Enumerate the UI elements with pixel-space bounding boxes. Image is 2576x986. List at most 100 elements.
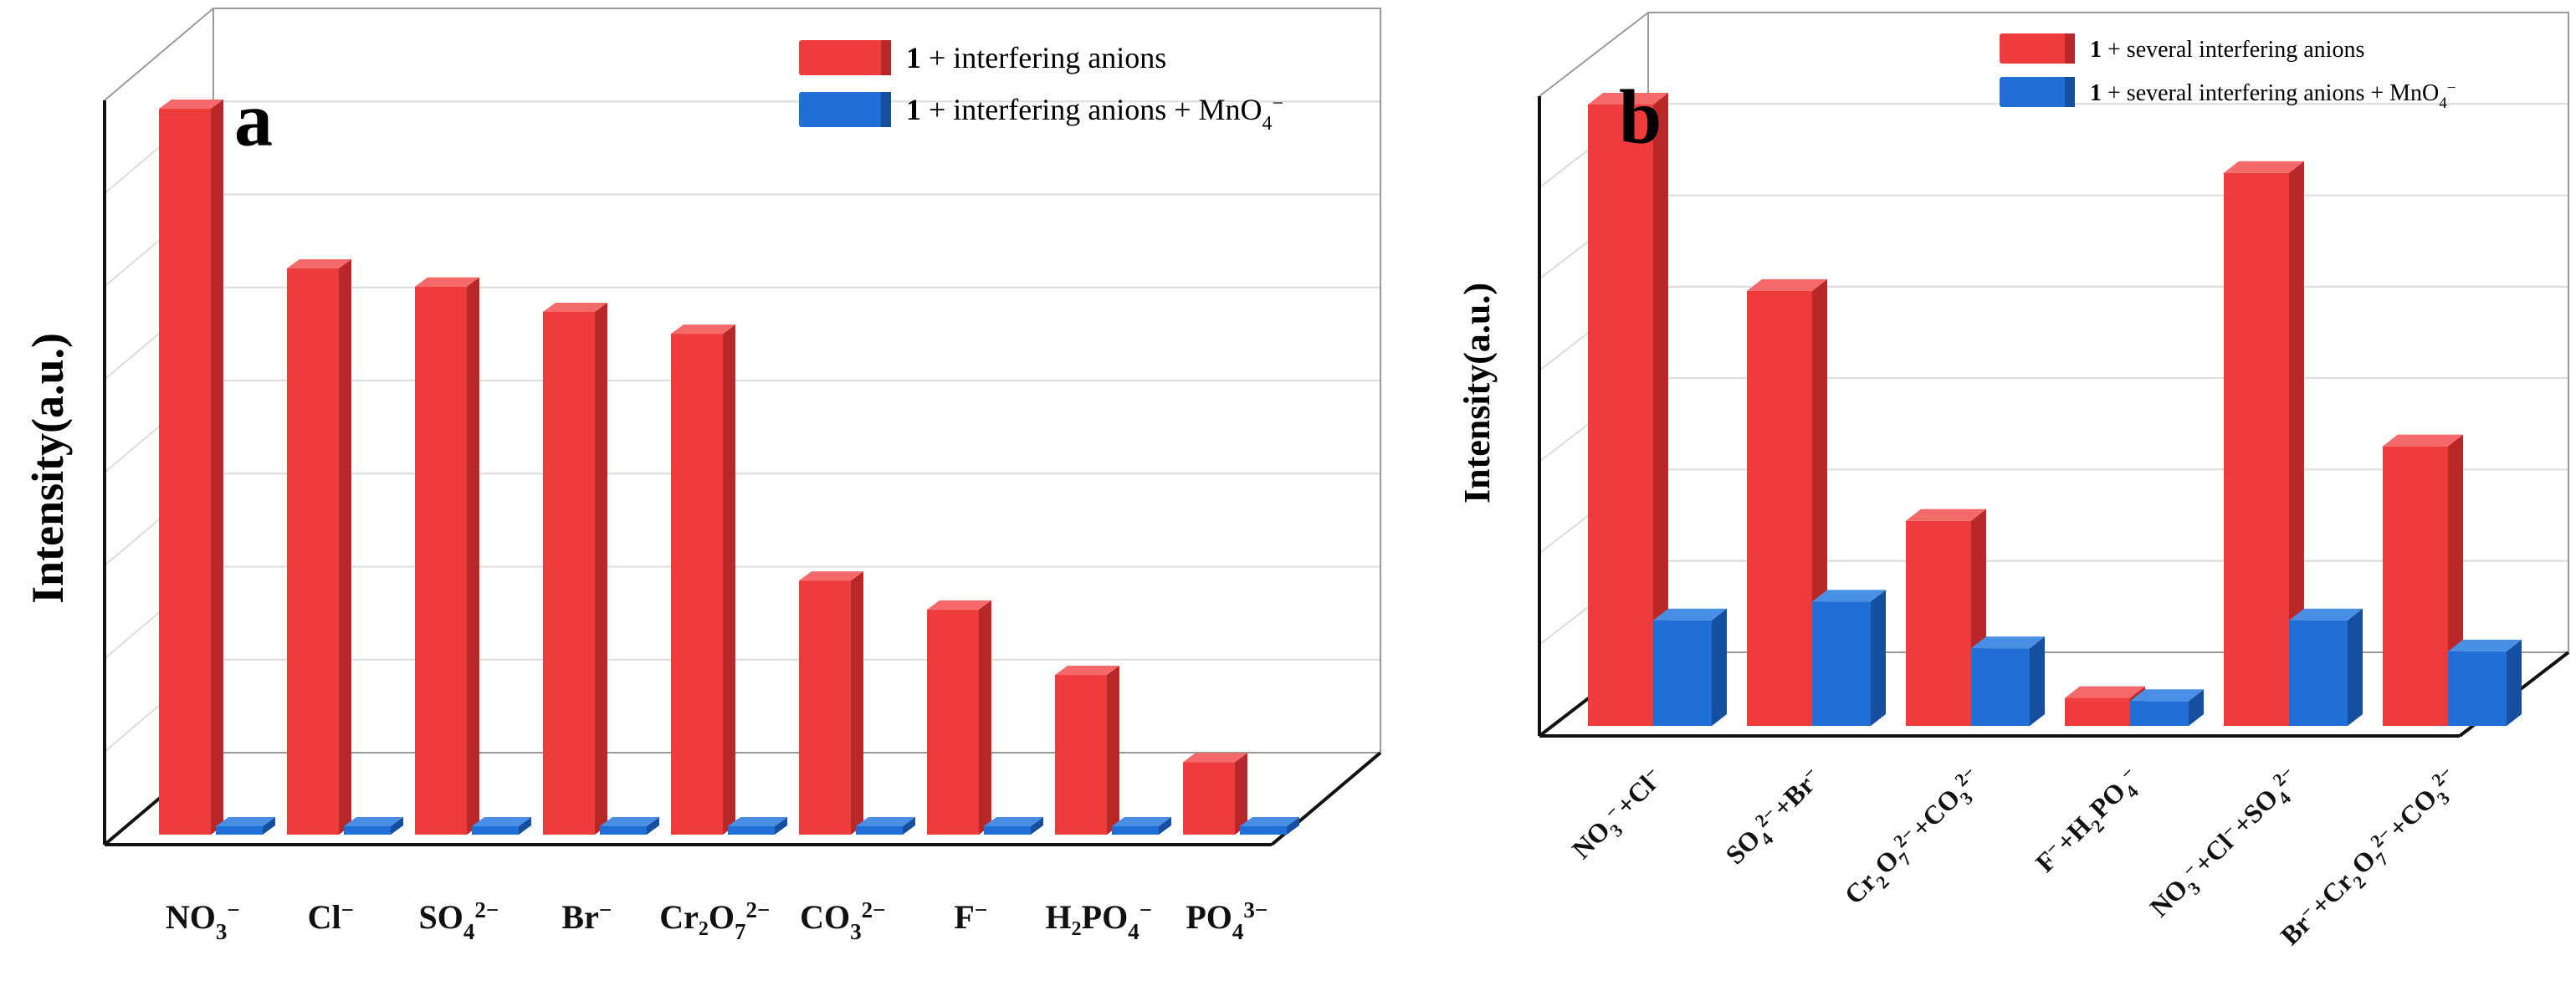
bar-red-2-front bbox=[415, 286, 467, 835]
legend-swatch-red bbox=[2000, 33, 2075, 64]
bar-red-1-front bbox=[287, 268, 339, 835]
bar-blue-5-top bbox=[2448, 639, 2522, 651]
bar-red-5-front bbox=[799, 580, 851, 835]
bar-red-5-side bbox=[851, 571, 863, 835]
bar-red-5-top bbox=[799, 571, 863, 581]
bar-red-4 bbox=[2224, 161, 2304, 727]
legend-swatch-shade-blue bbox=[881, 92, 891, 127]
bar-red-0-side bbox=[1653, 93, 1668, 726]
legend-swatch-red bbox=[799, 40, 891, 75]
bar-blue-5-side bbox=[903, 817, 915, 835]
bar-blue-6-top bbox=[984, 817, 1043, 826]
bar-red-5 bbox=[799, 571, 863, 835]
tick-label-0: NO3− bbox=[166, 897, 243, 944]
bar-red-3-top bbox=[2065, 686, 2145, 698]
bar-red-2-front bbox=[1906, 520, 1971, 726]
bar-red-8-top bbox=[1183, 753, 1247, 763]
bar-blue-8 bbox=[1240, 817, 1299, 835]
bar-blue-2 bbox=[472, 817, 531, 835]
bar-blue-0-top bbox=[1653, 608, 1727, 621]
bar-blue-3-side bbox=[2189, 689, 2204, 726]
tick-label-6: F− bbox=[954, 897, 990, 936]
tick-label-7: H₂PO4− bbox=[1046, 897, 1155, 944]
bar-blue-0-side bbox=[1712, 608, 1727, 726]
bar-blue-1-side bbox=[391, 817, 403, 835]
bar-blue-1-side bbox=[1871, 590, 1886, 726]
bar-blue-3-top bbox=[600, 817, 659, 826]
bar-blue-2-front bbox=[1971, 648, 2030, 726]
bar-red-3-side bbox=[595, 303, 607, 835]
bar-red-0-side bbox=[211, 100, 223, 835]
legend-swatch-shade-red bbox=[881, 40, 891, 75]
bar-blue-1-front bbox=[344, 826, 391, 835]
bar-blue-5-side bbox=[2507, 639, 2522, 726]
bar-blue-8-front bbox=[1240, 826, 1287, 835]
bar-blue-4-side bbox=[775, 817, 787, 835]
bar-red-7-side bbox=[1107, 666, 1119, 835]
bar-blue-7-top bbox=[1112, 817, 1171, 826]
bar-red-4-side bbox=[723, 324, 735, 835]
panel-label: b bbox=[1619, 74, 1662, 160]
legend-entry-red: 1 + several interfering anions bbox=[2090, 37, 2364, 63]
bar-blue-7 bbox=[1112, 817, 1171, 835]
tick-label-3: F− +H2 PO4− bbox=[2029, 760, 2152, 883]
bar-red-4-side bbox=[2289, 161, 2304, 727]
bar-blue-5-front bbox=[2448, 651, 2507, 726]
bar-blue-5-top bbox=[856, 817, 915, 826]
bar-red-0-top bbox=[159, 100, 223, 109]
tick-label-4: NO3− +Cl− +SO42− bbox=[2143, 760, 2311, 927]
bar-blue-2-top bbox=[472, 817, 531, 826]
bar-red-0 bbox=[1588, 93, 1668, 726]
bar-red-7-front bbox=[1055, 675, 1107, 835]
bar-blue-1-top bbox=[344, 817, 403, 826]
bar-blue-6-front bbox=[984, 826, 1031, 835]
bar-red-3-front bbox=[2065, 697, 2130, 726]
bar-blue-4-front bbox=[728, 826, 775, 835]
bar-red-4-front bbox=[2224, 172, 2289, 727]
tick-label-8: PO43− bbox=[1186, 897, 1270, 944]
bar-red-5-front bbox=[2383, 446, 2448, 726]
legend-swatch-blue bbox=[799, 92, 891, 127]
bar-red-2-top bbox=[415, 277, 479, 287]
bar-blue-5 bbox=[2448, 639, 2522, 726]
tick-label-5: CO32− bbox=[800, 897, 889, 944]
bar-red-6 bbox=[927, 600, 991, 835]
bar-red-2-top bbox=[1906, 508, 1986, 521]
bar-blue-0-front bbox=[1653, 620, 1712, 726]
bar-blue-2-front bbox=[472, 826, 519, 835]
bar-blue-5 bbox=[856, 817, 915, 835]
tick-label-1: Cl− bbox=[308, 897, 357, 936]
bar-red-6-front bbox=[927, 609, 979, 835]
chart-panel-a: NO3− Cl− SO42− Br− Cr₂O72− CO32− F− H₂PO… bbox=[23, 8, 1382, 944]
y-axis-label: Intensity(a.u.) bbox=[23, 333, 73, 604]
bar-blue-1 bbox=[1812, 590, 1886, 726]
bar-blue-6 bbox=[984, 817, 1043, 835]
bar-red-7 bbox=[1055, 666, 1119, 835]
bar-blue-3-front bbox=[2130, 701, 2189, 726]
bar-blue-0-side bbox=[263, 817, 275, 835]
bar-blue-3 bbox=[600, 817, 659, 835]
bar-red-1-top bbox=[287, 258, 351, 268]
legend-swatch-shade-blue bbox=[2065, 77, 2075, 107]
bar-blue-0-top bbox=[216, 817, 275, 826]
legend-swatch-shade-red bbox=[2065, 33, 2075, 64]
bar-red-2-side bbox=[467, 277, 479, 835]
bar-blue-2-side bbox=[2030, 636, 2045, 726]
bar-red-0-front bbox=[159, 109, 211, 835]
bar-red-8-front bbox=[1183, 762, 1235, 835]
bar-blue-1 bbox=[344, 817, 403, 835]
left-wall-top-edge bbox=[1539, 12, 1649, 97]
bar-blue-3 bbox=[2130, 689, 2204, 726]
bar-red-1-top bbox=[1747, 278, 1827, 291]
bar-blue-6-side bbox=[1031, 817, 1043, 835]
bar-red-5-top bbox=[2383, 434, 2463, 447]
bar-red-3-top bbox=[543, 303, 607, 313]
tick-label-1: SO42− +Br− bbox=[1718, 760, 1833, 875]
bar-blue-8-side bbox=[1287, 817, 1299, 835]
bar-red-1 bbox=[287, 258, 351, 835]
bar-blue-4 bbox=[728, 817, 787, 835]
bar-red-6-top bbox=[927, 600, 991, 610]
bar-red-0-top bbox=[1588, 93, 1668, 105]
